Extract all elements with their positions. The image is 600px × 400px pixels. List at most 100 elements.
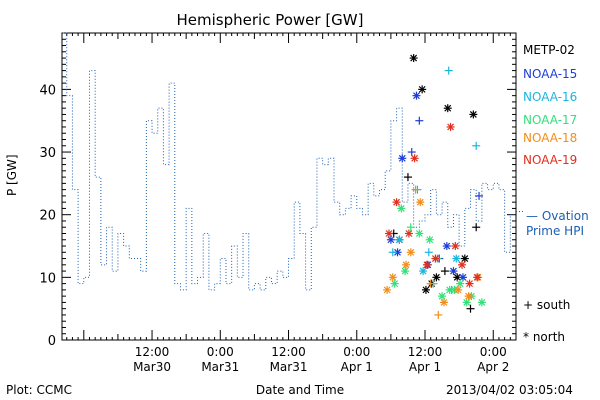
south-point-noaa-18 [426, 279, 435, 288]
north-point-noaa-15 [442, 242, 451, 251]
point-stroke [447, 123, 455, 131]
plot-frame [61, 32, 517, 341]
legend-ovation-line2: Prime HPI [526, 224, 584, 238]
point-stroke [385, 230, 393, 237]
point-stroke [394, 248, 401, 256]
north-point-noaa-18 [402, 260, 411, 269]
point-stroke [410, 54, 418, 62]
north-point-noaa-18 [406, 248, 415, 257]
x-tick-label-date: Apr 1 [409, 360, 441, 374]
south-point-metp-02 [472, 223, 481, 232]
north-point-noaa-17 [397, 204, 406, 213]
point-stroke [391, 280, 399, 288]
north-point-noaa-18 [454, 285, 463, 294]
point-stroke [466, 280, 473, 288]
chart-title: Hemispheric Power [GW] [176, 11, 364, 29]
legend-ovation-mark: — [526, 209, 538, 223]
legend-noaa-19: NOAA-19 [523, 153, 578, 167]
point-stroke [423, 261, 431, 269]
y-tick-label: 40 [39, 83, 56, 98]
south-point-noaa-16 [444, 66, 453, 75]
point-stroke [402, 261, 410, 269]
north-point-noaa-18 [383, 285, 392, 294]
north-point-noaa-15 [398, 154, 407, 163]
south-point-metp-02 [466, 304, 475, 313]
x-tick-label-date: Apr 2 [477, 360, 509, 374]
x-tick-label-time: 0:00 [207, 345, 234, 359]
ovation-hpi-line [62, 32, 516, 291]
north-point-noaa-19 [404, 229, 413, 238]
north-point-noaa-15 [386, 235, 395, 244]
x-tick-label-date: Mar31 [270, 360, 308, 374]
point-stroke [405, 230, 413, 237]
point-stroke [415, 230, 423, 237]
point-stroke [440, 298, 448, 306]
south-point-noaa-17 [406, 223, 415, 232]
north-point-noaa-17 [456, 279, 465, 288]
north-point-noaa-17 [477, 298, 486, 307]
y-tick-label: 0 [48, 334, 56, 349]
south-point-metp-02 [403, 173, 412, 182]
point-stroke [395, 236, 403, 244]
point-stroke [397, 205, 405, 212]
north-point-noaa-15 [393, 248, 402, 257]
north-point-noaa-16 [419, 267, 428, 276]
point-stroke [398, 154, 406, 162]
point-stroke [416, 198, 424, 206]
north-point-noaa-18 [416, 198, 425, 207]
north-point-noaa-15 [412, 91, 421, 100]
x-tick-label-time: 12:00 [271, 345, 306, 359]
point-stroke [451, 242, 459, 250]
north-point-metp-02 [469, 110, 478, 119]
legend-south: + south [523, 298, 570, 312]
point-stroke [407, 248, 415, 256]
x-tick-label-time: 12:00 [135, 345, 170, 359]
north-point-noaa-19 [446, 122, 455, 131]
x-tick-label-date: Mar30 [133, 360, 171, 374]
x-tick-label-date: Mar31 [201, 360, 239, 374]
point-stroke [389, 273, 397, 281]
south-point-noaa-16 [472, 141, 481, 150]
legend-noaa-17: NOAA-17 [523, 113, 578, 127]
point-stroke [473, 273, 481, 281]
plot-timestamp: 2013/04/02 03:05:04 [446, 383, 573, 397]
north-point-noaa-19 [422, 260, 431, 269]
north-point-noaa-19 [431, 254, 440, 263]
point-stroke [438, 292, 446, 300]
point-stroke [401, 267, 409, 275]
north-point-noaa-17 [438, 292, 447, 301]
point-stroke [459, 273, 467, 281]
point-stroke [452, 255, 460, 262]
legend-noaa-15: NOAA-15 [523, 67, 578, 81]
point-stroke [458, 261, 466, 269]
north-point-noaa-19 [473, 273, 482, 282]
y-tick-label: 10 [39, 271, 56, 286]
north-point-noaa-15 [458, 273, 467, 282]
point-stroke [450, 267, 457, 275]
north-point-noaa-18 [388, 273, 397, 282]
legend-south-label: south [536, 298, 571, 312]
legend-noaa-16: NOAA-16 [523, 90, 578, 104]
legend-ovation-line1: Ovation [541, 209, 589, 223]
north-point-noaa-19 [457, 260, 466, 269]
point-stroke [383, 286, 391, 294]
legend-metp-02: METP-02 [523, 43, 575, 57]
point-stroke [453, 273, 461, 281]
point-stroke [444, 104, 452, 112]
north-point-noaa-19 [392, 198, 401, 207]
north-point-noaa-16 [452, 254, 461, 263]
north-point-noaa-18 [439, 298, 448, 307]
legend-north: * north [523, 330, 565, 344]
north-point-noaa-16 [395, 235, 404, 244]
north-point-metp-02 [421, 285, 430, 294]
y-axis-label: P [GW] [5, 154, 19, 196]
legend-north-label: north [532, 330, 566, 344]
north-point-noaa-17 [462, 298, 471, 307]
south-point-metp-02 [440, 267, 449, 276]
point-stroke [456, 280, 464, 288]
point-stroke [432, 273, 440, 281]
point-stroke [411, 154, 419, 162]
plot-credit: Plot: CCMC [6, 383, 72, 397]
point-stroke [432, 255, 439, 262]
point-stroke [393, 198, 401, 206]
